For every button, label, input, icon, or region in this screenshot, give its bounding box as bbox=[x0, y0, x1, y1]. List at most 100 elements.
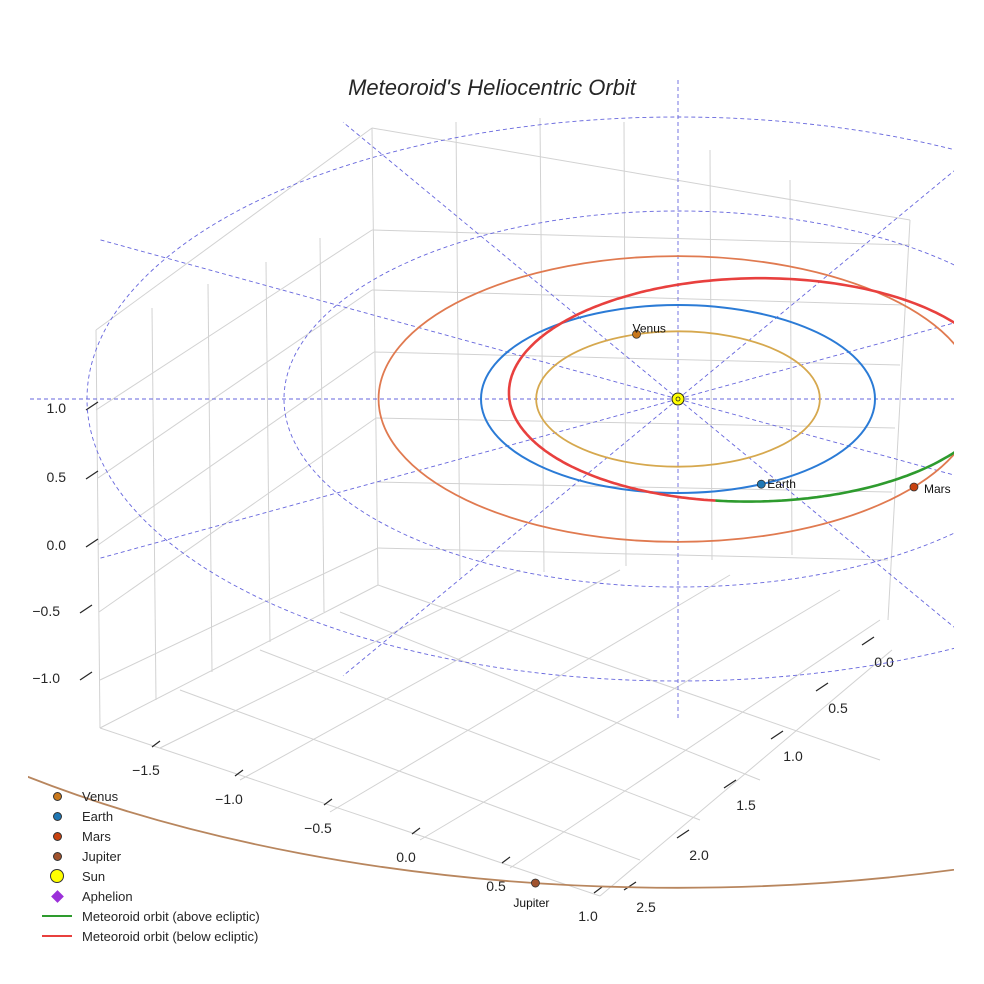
pane-line-floor-7 bbox=[99, 727, 601, 897]
pane-line-back-0 bbox=[371, 127, 379, 586]
z-tick-mark bbox=[85, 401, 99, 411]
pane-line-floor-5 bbox=[509, 619, 881, 869]
grid-radial-5 bbox=[97, 238, 679, 400]
legend-label: Earth bbox=[82, 808, 114, 824]
pane-line-lefth-3 bbox=[98, 417, 377, 613]
venus-orbit bbox=[535, 330, 821, 468]
y-tick-label: 2.0 bbox=[689, 847, 709, 863]
pane-line-floor-6 bbox=[599, 649, 893, 897]
legend-symbol bbox=[38, 806, 76, 826]
jupiter-orbit bbox=[28, 775, 954, 889]
pane-line-floor-9 bbox=[259, 649, 701, 821]
grid-radial-4 bbox=[342, 121, 679, 400]
legend-symbol bbox=[38, 826, 76, 846]
pane-line-floor-0 bbox=[99, 584, 379, 729]
z-tick-mark bbox=[79, 671, 93, 681]
z-tick-label: −0.5 bbox=[32, 603, 60, 619]
pane-line-floor-4 bbox=[419, 589, 841, 841]
legend-item: Mars bbox=[38, 826, 260, 846]
legend-diamond bbox=[50, 889, 64, 903]
y-tick-mark bbox=[815, 682, 829, 692]
pane-line-left-1 bbox=[151, 307, 157, 701]
pane-line-backh-5 bbox=[377, 547, 889, 561]
legend-label: Sun bbox=[82, 868, 106, 884]
chart-title: Meteoroid's Heliocentric Orbit bbox=[348, 75, 637, 100]
pane-edge-top-back bbox=[371, 127, 911, 221]
x-tick-label: −0.5 bbox=[304, 820, 332, 836]
jupiter-marker bbox=[531, 878, 540, 888]
pane-line-floor-8 bbox=[179, 689, 641, 861]
legend-item: Meteoroid orbit (above ecliptic) bbox=[38, 906, 260, 926]
pane-line-left-4 bbox=[319, 237, 325, 613]
pane-line-floor-2 bbox=[239, 569, 621, 781]
legend-label: Mars bbox=[82, 828, 111, 844]
x-tick-mark bbox=[151, 740, 161, 748]
grid-radial-1 bbox=[677, 322, 954, 400]
legend-label: Venus bbox=[82, 788, 119, 804]
sun-marker bbox=[671, 392, 685, 406]
legend-line bbox=[42, 935, 72, 937]
x-tick-label: −1.0 bbox=[215, 791, 243, 807]
pane-edge-top-left bbox=[95, 127, 373, 331]
grid-radial-8 bbox=[342, 398, 679, 677]
pane-line-back-1 bbox=[455, 121, 461, 579]
pane-line-backh-3 bbox=[375, 417, 896, 429]
y-tick-mark bbox=[623, 881, 637, 891]
x-tick-mark bbox=[323, 798, 333, 806]
z-tick-mark bbox=[79, 604, 93, 614]
mars-marker bbox=[909, 482, 919, 492]
pane-line-floor-1 bbox=[159, 569, 521, 749]
legend-dot bbox=[52, 811, 62, 821]
x-tick-label: 0.0 bbox=[396, 849, 416, 865]
legend-symbol bbox=[38, 886, 76, 906]
pane-line-floor-11 bbox=[377, 584, 881, 761]
z-tick-label: 1.0 bbox=[47, 400, 67, 416]
pane-line-left-3 bbox=[265, 261, 271, 643]
y-tick-mark bbox=[723, 779, 737, 789]
y-tick-mark bbox=[770, 730, 784, 740]
pane-line-backh-1 bbox=[371, 289, 906, 306]
y-tick-label: 2.5 bbox=[636, 899, 656, 915]
y-tick-label: 0.0 bbox=[874, 654, 894, 670]
earth-label: Earth bbox=[767, 477, 796, 491]
legend-dot bbox=[52, 791, 62, 801]
legend-label: Aphelion bbox=[82, 888, 133, 904]
axis-panes bbox=[95, 117, 911, 897]
pane-line-back-4 bbox=[709, 149, 713, 561]
x-tick-mark bbox=[411, 827, 421, 835]
legend-item: Meteoroid orbit (below ecliptic) bbox=[38, 926, 260, 946]
z-tick-mark bbox=[85, 470, 99, 480]
mars-label: Mars bbox=[924, 482, 951, 496]
meteoroid-orbit-above bbox=[715, 451, 954, 503]
grid-radial-10 bbox=[677, 398, 954, 628]
venus-label: Venus bbox=[633, 321, 666, 335]
legend-item: Aphelion bbox=[38, 886, 260, 906]
legend-dot bbox=[52, 831, 62, 841]
legend-item: Sun bbox=[38, 866, 260, 886]
legend-sun bbox=[50, 869, 64, 883]
legend-dot bbox=[52, 851, 62, 861]
legend-item: Venus bbox=[38, 786, 260, 806]
z-tick-label: 0.5 bbox=[47, 469, 67, 485]
x-tick-label: −1.5 bbox=[132, 762, 160, 778]
x-tick-label: 1.0 bbox=[578, 908, 598, 924]
legend-label: Meteoroid orbit (below ecliptic) bbox=[82, 928, 259, 944]
pane-line-backh-4 bbox=[375, 481, 893, 493]
pane-line-back-3 bbox=[623, 121, 627, 567]
grid-radial-2 bbox=[677, 170, 954, 400]
z-tick-label: −1.0 bbox=[32, 670, 60, 686]
grid-radial-7 bbox=[97, 398, 679, 560]
jupiter-label: Jupiter bbox=[513, 896, 549, 910]
legend-symbol bbox=[38, 926, 76, 946]
venus-marker bbox=[632, 329, 641, 339]
sun-core bbox=[675, 396, 681, 402]
pane-line-floor-3 bbox=[329, 574, 731, 813]
y-tick-mark bbox=[676, 829, 690, 839]
earth-orbit bbox=[480, 304, 876, 494]
pane-line-back-2 bbox=[539, 117, 545, 573]
y-tick-mark bbox=[861, 636, 875, 646]
pane-line-lefth-2 bbox=[97, 351, 375, 546]
meteoroid-orbit-below bbox=[507, 276, 954, 502]
